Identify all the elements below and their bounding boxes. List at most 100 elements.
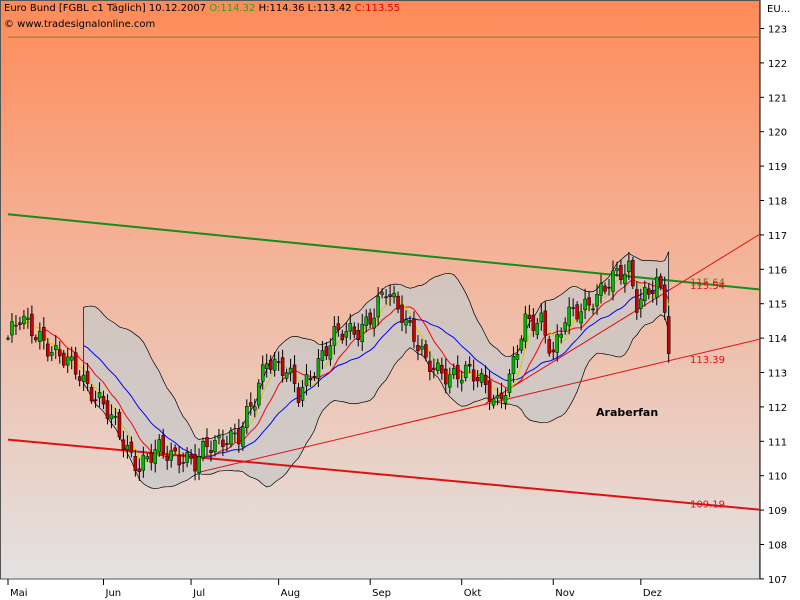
candle: [316, 349, 321, 388]
candle: [615, 261, 619, 277]
candle-body: [436, 362, 440, 371]
y-tick-label: 115: [768, 300, 787, 311]
candle: [73, 346, 78, 380]
x-tick-label: Dez: [643, 588, 662, 599]
candle-body: [475, 376, 480, 382]
candle-body: [479, 373, 484, 383]
candle: [165, 445, 169, 470]
candle-body: [619, 265, 623, 280]
y-tick-label: 109: [768, 506, 787, 517]
candle: [312, 372, 317, 381]
candle-body: [97, 392, 102, 399]
candle-body: [487, 380, 492, 402]
candle-body: [249, 402, 253, 407]
candle-body: [30, 313, 34, 337]
candle-body: [193, 454, 197, 472]
candle-body: [416, 345, 420, 352]
candle: [440, 357, 444, 381]
candle-body: [424, 344, 428, 358]
candle-body: [459, 379, 464, 384]
candle: [344, 322, 349, 346]
candle-body: [284, 372, 289, 379]
x-tick-label: Jul: [192, 588, 205, 599]
candle: [6, 335, 10, 341]
candle: [635, 281, 639, 320]
candle-body: [50, 352, 54, 356]
candle: [145, 453, 150, 462]
candle: [284, 368, 289, 383]
candle: [137, 458, 142, 481]
candle-body: [26, 317, 30, 320]
candle-body: [535, 322, 540, 335]
candle: [627, 251, 631, 280]
candle: [384, 289, 388, 305]
candle: [531, 308, 536, 337]
candle-body: [260, 364, 265, 382]
candle-body: [292, 364, 297, 384]
candle: [491, 394, 496, 409]
candle-body: [10, 321, 14, 336]
candle: [551, 341, 556, 360]
candle-body: [654, 277, 659, 298]
candle: [643, 280, 647, 307]
candle: [185, 447, 189, 468]
candle-body: [328, 345, 333, 360]
candle: [54, 335, 58, 359]
candle-body: [69, 356, 74, 361]
candle: [448, 367, 452, 394]
candle: [292, 355, 297, 393]
candle-body: [245, 406, 249, 429]
candle-body: [61, 352, 66, 366]
candle-body: [125, 445, 130, 451]
candle: [424, 339, 428, 362]
candle-body: [404, 319, 408, 326]
candle: [101, 390, 106, 410]
x-tick-label: Okt: [464, 588, 482, 599]
x-tick-label: Aug: [281, 588, 301, 599]
candle-body: [121, 439, 126, 450]
candle-body: [308, 377, 313, 381]
instrument-title: Euro Bund [FGBL c1 Täglich]: [4, 3, 146, 14]
candle: [217, 428, 221, 445]
candle: [61, 350, 66, 369]
candle-body: [503, 395, 508, 404]
candle-body: [85, 371, 90, 384]
candle-body: [499, 392, 504, 400]
candle: [209, 440, 213, 462]
chart-header: Euro Bund [FGBL c1 Täglich] 10.12.2007 O…: [4, 3, 400, 14]
candle-body: [153, 449, 158, 464]
candle: [654, 268, 659, 306]
candle: [647, 283, 651, 300]
candle-body: [304, 374, 309, 387]
candle: [559, 327, 563, 344]
candle-body: [396, 295, 400, 310]
candle: [225, 435, 229, 452]
candle-body: [93, 399, 98, 401]
candle: [253, 398, 257, 418]
candle-body: [344, 331, 349, 338]
candle: [611, 260, 615, 301]
trendline-2: [198, 338, 759, 473]
candle-body: [133, 456, 138, 472]
candle-body: [400, 304, 404, 323]
candle: [268, 355, 273, 374]
candle-body: [376, 296, 380, 318]
candle-body: [276, 361, 281, 363]
candle-body: [611, 270, 615, 292]
candle: [420, 338, 424, 356]
candle-body: [547, 339, 552, 354]
candle: [26, 307, 30, 329]
candle-body: [348, 323, 353, 332]
candle-body: [237, 428, 241, 445]
candle: [368, 308, 372, 329]
candle: [416, 335, 420, 361]
candle-body: [579, 311, 583, 324]
y-tick-label: 122: [768, 59, 787, 70]
x-tick-label: Jun: [105, 588, 122, 599]
candle-body: [658, 276, 663, 288]
candle: [181, 452, 185, 473]
candle: [547, 335, 552, 357]
candle: [276, 351, 281, 371]
candle: [57, 341, 62, 364]
